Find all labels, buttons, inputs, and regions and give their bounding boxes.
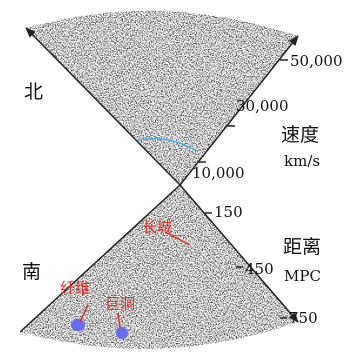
void-marker	[71, 319, 85, 331]
velocity-tick: 10,000	[192, 164, 245, 182]
distance-unit: MPC	[284, 267, 321, 285]
annotation: 纤维	[60, 279, 90, 297]
distance-title: 距离	[283, 236, 321, 258]
velocity-tick: 30,000	[236, 97, 289, 115]
annotation: 长城	[142, 218, 172, 236]
wedge-diagram: 北 南 50,000 30,000 10,000 速度 km/s 150 450…	[0, 0, 350, 361]
page: 北 南 50,000 30,000 10,000 速度 km/s 150 450…	[0, 0, 350, 361]
velocity-title: 速度	[281, 124, 319, 146]
hemisphere-label: 南	[22, 261, 41, 283]
distance-tick: 750	[289, 309, 318, 327]
distance-tick: 150	[214, 203, 243, 221]
hemisphere-label: 北	[24, 81, 43, 103]
velocity-unit: km/s	[284, 152, 320, 170]
velocity-tick: 50,000	[290, 52, 343, 70]
annotation: 巨洞	[105, 295, 135, 313]
void-marker	[116, 327, 128, 339]
distance-tick: 450	[245, 260, 274, 278]
